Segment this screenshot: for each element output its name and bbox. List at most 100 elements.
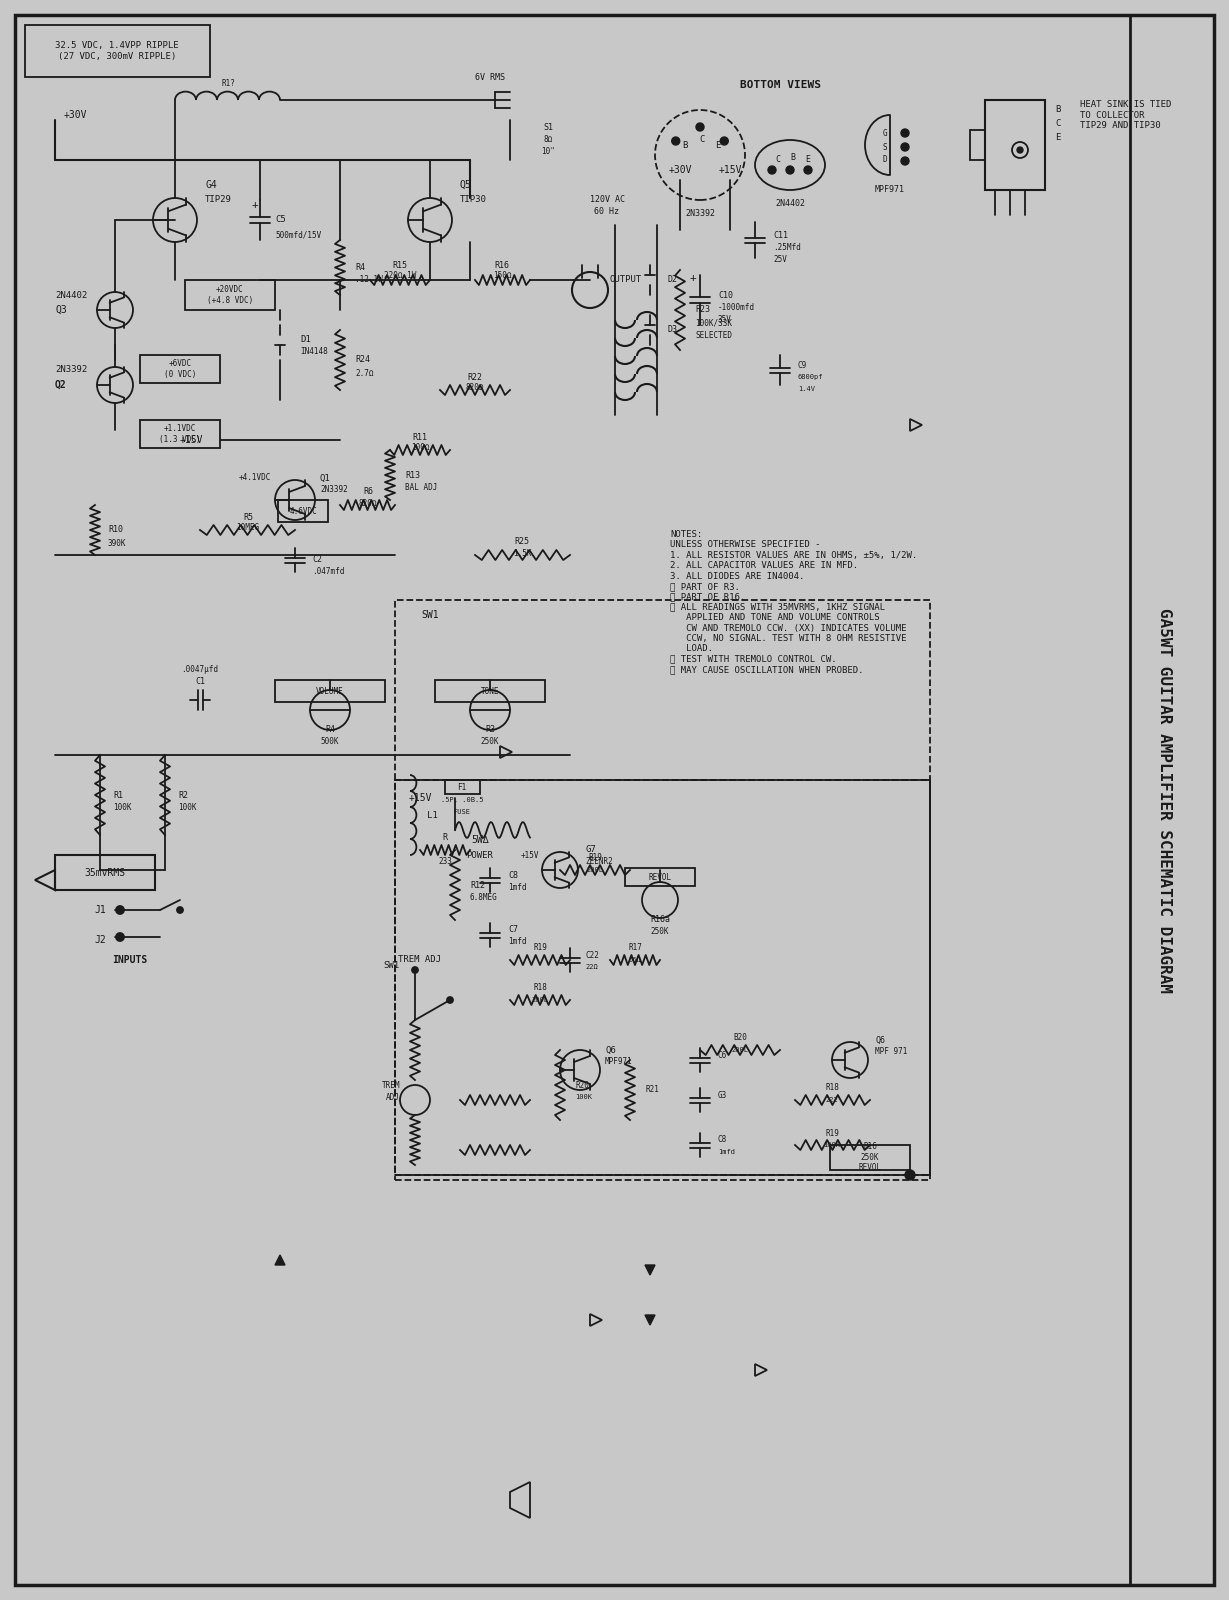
Text: 390K: 390K (108, 539, 127, 547)
Text: BAL ADJ: BAL ADJ (406, 483, 438, 493)
Text: R19: R19 (825, 1128, 839, 1138)
Text: 4.6VDC: 4.6VDC (289, 507, 317, 515)
Text: MPF971: MPF971 (875, 186, 905, 195)
Text: TREM: TREM (381, 1080, 399, 1090)
Text: Q5: Q5 (460, 179, 472, 190)
Text: SELECTED: SELECTED (696, 331, 732, 341)
Circle shape (447, 997, 454, 1003)
Bar (445, 781, 481, 794)
Text: VOLUME: VOLUME (316, 686, 344, 696)
Text: GA5WT GUITAR AMPLIFIER SCHEMATIC DIAGRAM: GA5WT GUITAR AMPLIFIER SCHEMATIC DIAGRAM (1158, 608, 1172, 992)
Text: 10MEG: 10MEG (236, 523, 259, 533)
Text: 100K/33K: 100K/33K (696, 318, 732, 328)
Text: 6V RMS: 6V RMS (474, 74, 505, 83)
Bar (435, 680, 544, 702)
Bar (984, 99, 1045, 190)
Bar (186, 280, 275, 310)
Text: +: + (689, 274, 697, 283)
Text: 100K: 100K (575, 1094, 592, 1101)
Polygon shape (645, 1315, 655, 1325)
Text: R13: R13 (406, 470, 420, 480)
Circle shape (672, 138, 680, 146)
Text: 100K: 100K (178, 803, 197, 813)
Text: R1?: R1? (221, 78, 235, 88)
Text: R: R (442, 834, 447, 843)
Text: G7: G7 (585, 845, 596, 854)
Text: 500K: 500K (321, 738, 339, 747)
Text: R22: R22 (467, 373, 483, 381)
Text: 1mfd: 1mfd (508, 938, 526, 947)
Text: Q3: Q3 (55, 306, 66, 315)
Text: B: B (682, 141, 688, 149)
Text: D2: D2 (669, 275, 678, 285)
Text: E: E (1054, 133, 1061, 142)
Text: Q1: Q1 (320, 474, 331, 483)
Text: B19: B19 (587, 853, 602, 862)
Text: C10: C10 (718, 291, 732, 299)
Text: 2N4402: 2N4402 (775, 198, 805, 208)
Text: B: B (1054, 106, 1061, 115)
Text: ADJ: ADJ (386, 1093, 399, 1101)
Text: R23: R23 (696, 306, 710, 315)
Text: TONE: TONE (481, 686, 499, 696)
Text: E: E (805, 155, 810, 165)
Text: SW1: SW1 (383, 960, 399, 970)
Circle shape (901, 157, 909, 165)
Text: R5: R5 (243, 512, 253, 522)
Text: 222: 222 (826, 1098, 838, 1102)
Text: +1.1VDC
(1.3 VDC): +1.1VDC (1.3 VDC) (160, 424, 200, 443)
Polygon shape (275, 1254, 285, 1266)
Text: 1mfd: 1mfd (508, 883, 526, 891)
Text: R6: R6 (363, 488, 372, 496)
Text: +4.1VDC: +4.1VDC (238, 474, 272, 483)
Text: C: C (1054, 120, 1061, 128)
Text: ZEENR2: ZEENR2 (585, 858, 613, 867)
Bar (140, 355, 220, 382)
Text: E: E (715, 141, 720, 149)
Text: C7: C7 (508, 925, 517, 934)
Text: TREM ADJ: TREM ADJ (398, 955, 441, 965)
Text: POWER: POWER (467, 851, 493, 859)
Text: +20VDC
(+4.8 VDC): +20VDC (+4.8 VDC) (206, 285, 253, 304)
Text: TIP29: TIP29 (205, 195, 232, 205)
Circle shape (696, 123, 704, 131)
Text: .25Mfd: .25Mfd (773, 243, 801, 251)
Text: 10": 10" (541, 147, 556, 157)
Text: +30V: +30V (669, 165, 692, 174)
Text: 35mvRMS: 35mvRMS (85, 867, 125, 878)
Text: L1: L1 (426, 811, 438, 819)
Text: IN4148: IN4148 (300, 347, 328, 357)
Polygon shape (645, 1266, 655, 1275)
Text: R16
250K
REVOL: R16 250K REVOL (858, 1142, 881, 1171)
Circle shape (901, 142, 909, 150)
Bar (275, 680, 385, 702)
Text: R3: R3 (485, 725, 495, 734)
Text: R24: R24 (355, 355, 370, 365)
Text: TIP30: TIP30 (460, 195, 487, 205)
Text: D3: D3 (669, 325, 678, 334)
Circle shape (720, 138, 729, 146)
Bar (395, 781, 930, 1181)
Text: 100K: 100K (113, 803, 132, 813)
Text: .047mfd: .047mfd (312, 568, 344, 576)
Text: 1mfd: 1mfd (718, 1149, 735, 1155)
Text: C6: C6 (718, 1051, 728, 1059)
Text: 8Ω: 8Ω (543, 136, 553, 144)
Text: 1.4V: 1.4V (798, 386, 815, 392)
Circle shape (804, 166, 812, 174)
Text: 2N3392: 2N3392 (685, 208, 715, 218)
Text: C: C (699, 136, 704, 144)
Bar (970, 130, 984, 160)
Text: Q6: Q6 (605, 1045, 616, 1054)
Text: C: C (775, 155, 780, 165)
Text: D1: D1 (300, 336, 311, 344)
Text: +15V: +15V (718, 165, 742, 174)
Text: 35V: 35V (718, 315, 732, 323)
Text: 32.5 VDC, 1.4VPP RIPPLE
(27 VDC, 300mV RIPPLE): 32.5 VDC, 1.4VPP RIPPLE (27 VDC, 300mV R… (55, 42, 178, 61)
Text: .5P, .0B.5: .5P, .0B.5 (441, 797, 483, 803)
Text: R2: R2 (178, 790, 188, 800)
Text: 2.7Ω: 2.7Ω (355, 368, 374, 378)
Text: R16: R16 (494, 261, 510, 269)
Text: G: G (882, 128, 887, 138)
Text: 1.5K: 1.5K (512, 549, 531, 557)
